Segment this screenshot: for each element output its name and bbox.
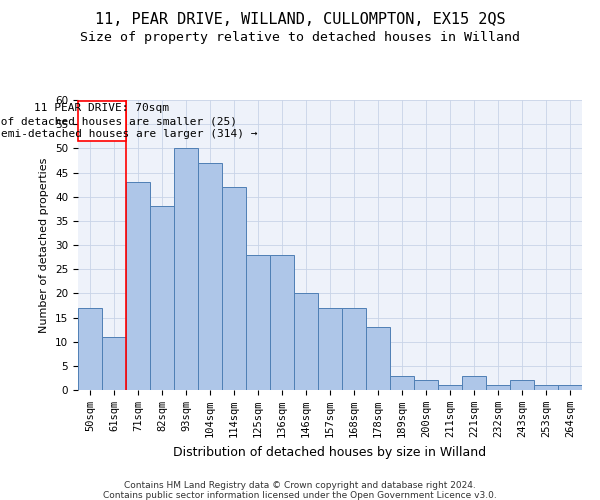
Bar bbox=[486, 385, 510, 390]
Text: Contains public sector information licensed under the Open Government Licence v3: Contains public sector information licen… bbox=[103, 491, 497, 500]
Bar bbox=[534, 385, 558, 390]
X-axis label: Distribution of detached houses by size in Willand: Distribution of detached houses by size … bbox=[173, 446, 487, 458]
Text: 11 PEAR DRIVE: 70sqm: 11 PEAR DRIVE: 70sqm bbox=[35, 102, 170, 113]
Text: Size of property relative to detached houses in Willand: Size of property relative to detached ho… bbox=[80, 31, 520, 44]
Bar bbox=[198, 163, 222, 390]
Bar bbox=[294, 294, 318, 390]
Bar bbox=[246, 254, 270, 390]
Text: 11, PEAR DRIVE, WILLAND, CULLOMPTON, EX15 2QS: 11, PEAR DRIVE, WILLAND, CULLOMPTON, EX1… bbox=[95, 12, 505, 28]
Bar bbox=[174, 148, 198, 390]
Bar bbox=[414, 380, 438, 390]
Bar bbox=[462, 376, 486, 390]
FancyBboxPatch shape bbox=[78, 101, 126, 141]
Text: Contains HM Land Registry data © Crown copyright and database right 2024.: Contains HM Land Registry data © Crown c… bbox=[124, 481, 476, 490]
Bar bbox=[510, 380, 534, 390]
Bar bbox=[438, 385, 462, 390]
Text: ← 7% of detached houses are smaller (25): ← 7% of detached houses are smaller (25) bbox=[0, 116, 237, 126]
Text: 93% of semi-detached houses are larger (314) →: 93% of semi-detached houses are larger (… bbox=[0, 130, 257, 140]
Bar bbox=[78, 308, 102, 390]
Bar bbox=[150, 206, 174, 390]
Bar bbox=[318, 308, 342, 390]
Y-axis label: Number of detached properties: Number of detached properties bbox=[40, 158, 49, 332]
Bar bbox=[558, 385, 582, 390]
Bar bbox=[390, 376, 414, 390]
Bar bbox=[126, 182, 150, 390]
Bar bbox=[270, 254, 294, 390]
Bar bbox=[222, 187, 246, 390]
Bar bbox=[342, 308, 366, 390]
Bar bbox=[102, 337, 126, 390]
Bar bbox=[366, 327, 390, 390]
